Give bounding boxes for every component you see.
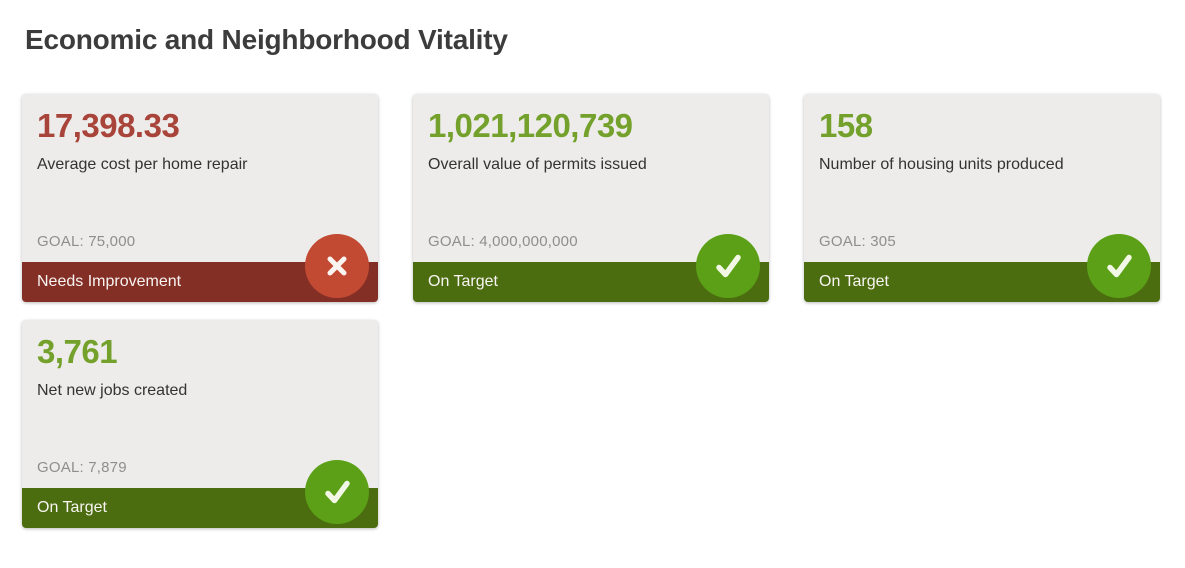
metric-card[interactable]: 17,398.33 Average cost per home repair G… [22,94,378,302]
metric-label: Net new jobs created [37,382,188,399]
goal-text: GOAL: 4,000,000,000 [428,233,578,250]
goal-value: 305 [870,233,896,250]
status-label: On Target [428,273,498,290]
goal-value: 7,879 [88,459,127,476]
metric-value: 158 [819,107,873,144]
goal-value: 4,000,000,000 [479,233,578,250]
check-icon [696,234,760,298]
check-icon [305,460,369,524]
metric-card[interactable]: 158 Number of housing units produced GOA… [804,94,1160,302]
page-title: Economic and Neighborhood Vitality [25,24,508,55]
check-icon [1087,234,1151,298]
metric-label: Number of housing units produced [819,156,1064,173]
goal-label: GOAL: [428,233,475,250]
goal-text: GOAL: 305 [819,233,896,250]
metric-value: 17,398.33 [37,107,180,144]
x-icon [305,234,369,298]
goal-text: GOAL: 7,879 [37,459,127,476]
goal-value: 75,000 [88,233,136,250]
goal-label: GOAL: [819,233,866,250]
cards-grid: 17,398.33 Average cost per home repair G… [22,94,1185,528]
metric-label: Average cost per home repair [37,156,248,173]
metric-card[interactable]: 3,761 Net new jobs created GOAL: 7,879 O… [22,320,378,528]
metric-label: Overall value of permits issued [428,156,647,173]
metric-value: 1,021,120,739 [428,107,633,144]
metric-value: 3,761 [37,333,118,370]
goal-label: GOAL: [37,459,84,476]
goal-text: GOAL: 75,000 [37,233,135,250]
status-label: On Target [37,499,107,516]
status-label: On Target [819,273,889,290]
status-label: Needs Improvement [37,273,182,290]
goal-label: GOAL: [37,233,84,250]
metric-card[interactable]: 1,021,120,739 Overall value of permits i… [413,94,769,302]
